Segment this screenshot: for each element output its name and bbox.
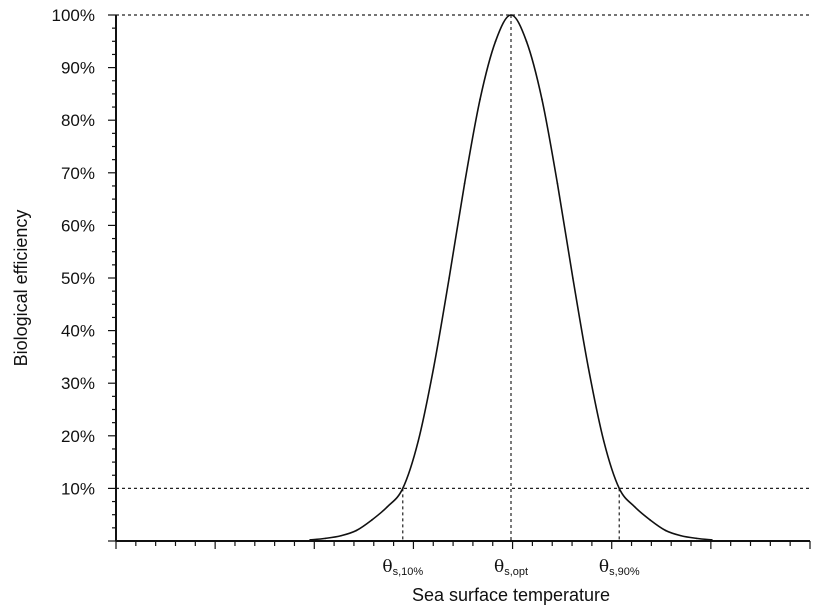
data-point — [556, 182, 559, 185]
data-point — [386, 506, 389, 508]
y-tick-label: 70% — [61, 164, 95, 183]
series-layer — [309, 14, 713, 541]
y-tick-label: 10% — [61, 479, 95, 498]
y-tick-label: 20% — [61, 427, 95, 446]
data-point — [618, 487, 621, 490]
x-marker-label: θs,10% — [382, 557, 423, 578]
y-tick-label: 40% — [61, 322, 95, 341]
data-point — [340, 534, 342, 537]
y-tick-label: 80% — [61, 111, 95, 130]
y-tick-label: 30% — [61, 374, 95, 393]
data-point — [649, 519, 651, 521]
data-point — [371, 519, 373, 521]
data-point — [494, 40, 497, 43]
marker-guide-lines — [402, 15, 620, 541]
y-tick-label: 50% — [61, 269, 95, 288]
data-point — [448, 277, 450, 279]
x-axis-title: Sea surface temperature — [412, 585, 610, 605]
axes — [108, 14, 811, 549]
data-point — [541, 98, 543, 100]
theta-subscript: s,90% — [609, 566, 640, 578]
y-tick-label: 60% — [61, 216, 95, 235]
data-point — [602, 440, 605, 442]
theta-subscript: s,opt — [504, 566, 528, 578]
data-point — [510, 14, 512, 16]
y-tick-label: 90% — [61, 59, 95, 78]
theta-symbol: θ — [599, 557, 609, 577]
theta-symbol: θ — [382, 557, 392, 577]
data-point — [695, 537, 698, 540]
data-point — [680, 534, 682, 537]
data-point — [633, 506, 636, 508]
y-tick-labels: 10% 20% 30% 40% 50% 60% 70% 80% 90% 100% — [52, 6, 95, 498]
theta-subscript: s,10% — [393, 566, 424, 578]
data-point — [463, 182, 466, 185]
data-point — [479, 98, 481, 100]
x-marker-label: θs,90% — [599, 557, 640, 578]
y-axis-title: Biological efficiency — [11, 210, 31, 367]
data-point — [401, 487, 404, 490]
data-point — [572, 277, 574, 279]
data-point — [309, 539, 311, 541]
x-marker-label: θs,opt — [494, 557, 528, 578]
data-point — [324, 537, 327, 540]
data-point — [417, 440, 420, 442]
data-point — [711, 539, 713, 541]
data-point — [432, 366, 435, 369]
data-point — [664, 529, 667, 532]
data-point — [525, 40, 528, 43]
data-point — [355, 529, 358, 532]
reference-lines — [116, 14, 810, 489]
x-marker-labels: θs,10% θs,opt θs,90% — [382, 557, 640, 578]
data-point — [587, 366, 590, 369]
y-tick-label: 100% — [52, 6, 95, 25]
theta-symbol: θ — [494, 557, 504, 577]
